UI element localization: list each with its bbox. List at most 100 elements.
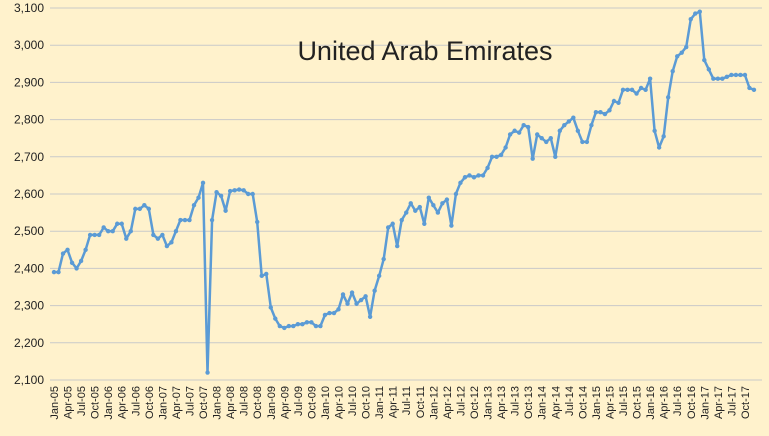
data-point bbox=[697, 9, 702, 14]
y-tick-label: 2,400 bbox=[14, 261, 44, 275]
data-point bbox=[426, 195, 432, 200]
x-tick-label: Apr-07 bbox=[171, 386, 183, 419]
data-point bbox=[566, 119, 572, 124]
data-point bbox=[733, 72, 739, 78]
x-tick-label: Oct-07 bbox=[198, 386, 210, 419]
data-point bbox=[688, 16, 693, 22]
data-point bbox=[516, 130, 522, 135]
data-point bbox=[169, 240, 174, 245]
data-point bbox=[155, 236, 161, 241]
data-point bbox=[241, 188, 246, 193]
data-point bbox=[656, 145, 662, 150]
data-point bbox=[525, 124, 531, 130]
data-point bbox=[313, 323, 319, 329]
data-point bbox=[742, 72, 748, 78]
x-tick-label: Jul-14 bbox=[564, 386, 576, 416]
x-tick-label: Jan-15 bbox=[591, 386, 603, 420]
data-point bbox=[65, 247, 70, 252]
data-point bbox=[751, 87, 757, 93]
data-point bbox=[539, 136, 544, 141]
x-tick-label: Oct-17 bbox=[740, 386, 752, 419]
data-point bbox=[282, 325, 287, 331]
data-point bbox=[137, 206, 143, 212]
data-point bbox=[223, 208, 228, 213]
data-point bbox=[729, 72, 734, 78]
data-point bbox=[593, 109, 599, 115]
x-tick-label: Oct-05 bbox=[90, 386, 102, 419]
data-point bbox=[494, 154, 499, 159]
data-point bbox=[331, 310, 337, 316]
x-tick-label: Jul-10 bbox=[347, 386, 359, 416]
x-tick-label: Oct-08 bbox=[252, 386, 264, 419]
data-point bbox=[702, 57, 707, 63]
data-point bbox=[286, 323, 292, 329]
data-point bbox=[462, 175, 468, 180]
y-tick-label: 2,600 bbox=[14, 187, 44, 201]
data-point bbox=[376, 273, 382, 279]
y-tick-label: 2,800 bbox=[14, 113, 44, 127]
data-point bbox=[218, 193, 224, 199]
data-point bbox=[431, 202, 436, 208]
data-point bbox=[503, 145, 508, 150]
data-point bbox=[629, 87, 635, 93]
x-tick-label: Jul-17 bbox=[726, 386, 738, 416]
data-point bbox=[693, 11, 698, 16]
data-point bbox=[345, 301, 350, 306]
y-tick-label: 2,700 bbox=[14, 150, 44, 164]
data-point bbox=[521, 122, 526, 128]
x-tick-label: Jan-06 bbox=[103, 386, 115, 420]
x-tick-label: Oct-09 bbox=[306, 386, 318, 419]
x-tick-label: Jul-11 bbox=[401, 386, 413, 415]
data-point bbox=[264, 271, 269, 277]
data-point bbox=[643, 87, 648, 93]
data-point bbox=[124, 236, 129, 241]
data-point bbox=[747, 85, 752, 91]
data-point bbox=[665, 95, 671, 100]
x-tick-label: Jul-09 bbox=[293, 386, 305, 416]
x-tick-label: Jan-08 bbox=[212, 386, 224, 420]
data-point bbox=[399, 217, 404, 223]
data-point bbox=[647, 76, 653, 81]
x-tick-label: Apr-05 bbox=[63, 386, 75, 419]
y-tick-label: 2,300 bbox=[14, 299, 44, 313]
x-tick-label: Oct-12 bbox=[469, 386, 481, 419]
data-point bbox=[720, 76, 725, 81]
data-point bbox=[209, 217, 215, 223]
data-point bbox=[146, 206, 152, 212]
x-tick-label: Oct-14 bbox=[577, 386, 589, 419]
data-point bbox=[83, 247, 88, 252]
data-point bbox=[56, 269, 61, 275]
x-tick-label: Apr-17 bbox=[713, 386, 725, 419]
data-point bbox=[322, 312, 328, 318]
data-point bbox=[60, 251, 66, 256]
data-point bbox=[142, 202, 147, 208]
data-point bbox=[232, 188, 237, 193]
x-tick-label: Jul-15 bbox=[618, 386, 630, 416]
data-point bbox=[711, 76, 716, 81]
data-point bbox=[611, 98, 617, 104]
data-point bbox=[182, 217, 188, 223]
x-tick-label: Jan-16 bbox=[645, 386, 657, 420]
data-point bbox=[638, 85, 644, 91]
data-point bbox=[291, 323, 296, 329]
x-tick-label: Oct-10 bbox=[361, 386, 373, 419]
x-tick-label: Apr-10 bbox=[334, 386, 346, 419]
data-point bbox=[227, 188, 233, 194]
data-point bbox=[119, 221, 124, 226]
data-point bbox=[548, 136, 553, 141]
data-point bbox=[96, 232, 102, 238]
data-point bbox=[535, 132, 540, 137]
data-point bbox=[164, 243, 170, 249]
data-point bbox=[268, 305, 273, 310]
data-point bbox=[69, 260, 75, 266]
data-point bbox=[435, 210, 441, 215]
data-point bbox=[738, 72, 743, 78]
data-point bbox=[476, 173, 481, 178]
x-tick-label: Jan-14 bbox=[537, 386, 549, 420]
data-point bbox=[390, 221, 395, 226]
data-point bbox=[187, 217, 192, 223]
data-point bbox=[589, 122, 594, 128]
data-point bbox=[480, 173, 486, 178]
data-point bbox=[110, 229, 115, 234]
data-point bbox=[309, 320, 314, 325]
